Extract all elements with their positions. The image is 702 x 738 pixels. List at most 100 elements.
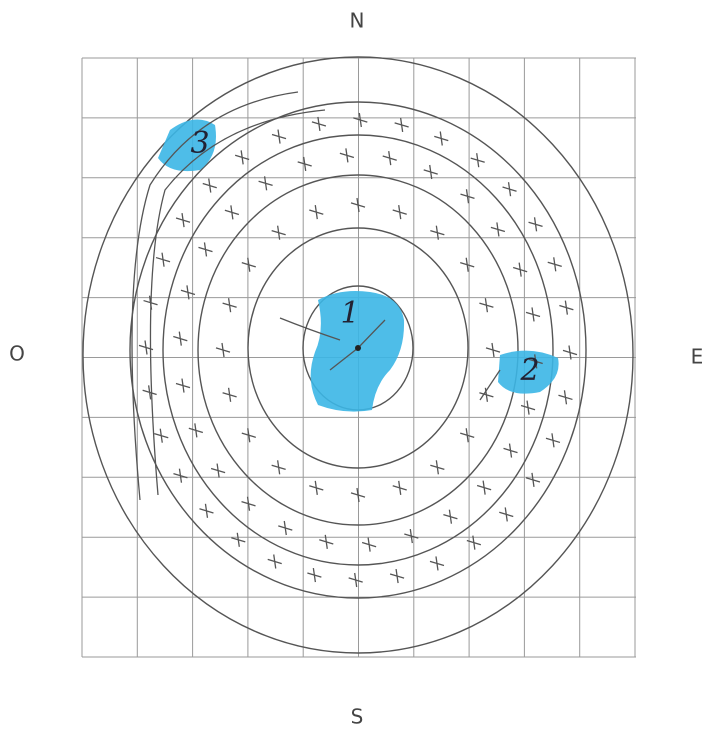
cross (499, 507, 514, 522)
cross (241, 428, 256, 443)
cross (309, 480, 324, 495)
cross (503, 443, 518, 458)
cross (271, 460, 286, 475)
cross (180, 285, 196, 300)
cross (199, 503, 214, 518)
cross (202, 178, 217, 193)
cross (234, 150, 250, 165)
cross (479, 298, 494, 313)
cross (404, 528, 419, 544)
cross (241, 257, 256, 272)
cross (173, 331, 188, 346)
cross (224, 205, 240, 220)
cross (350, 197, 366, 213)
stroke (479, 369, 501, 401)
north-label: N (350, 9, 365, 33)
cross (520, 400, 536, 415)
cross (143, 295, 158, 310)
highlights (158, 119, 559, 412)
spiral (131, 91, 501, 501)
cross (231, 532, 246, 547)
cross (307, 567, 322, 583)
center-dot (355, 345, 361, 351)
cross (392, 480, 407, 495)
ring (197, 174, 519, 526)
cross (394, 117, 409, 133)
cross (490, 222, 506, 237)
cross (512, 262, 528, 277)
cross (429, 556, 445, 571)
west-label: O (9, 342, 25, 366)
cross (353, 112, 368, 128)
stroke (149, 109, 326, 496)
cross (222, 387, 237, 402)
cross (382, 151, 397, 166)
marker-label: 2 (519, 353, 539, 388)
cross (348, 572, 363, 588)
cross (528, 217, 543, 232)
cross (460, 257, 475, 272)
cross (278, 520, 293, 536)
cross (142, 385, 157, 400)
cross (562, 345, 578, 360)
ring (129, 101, 587, 599)
cross (241, 496, 256, 511)
cross (528, 354, 543, 369)
cross (267, 554, 282, 569)
cross (155, 252, 171, 267)
cross (311, 116, 327, 132)
cross (525, 307, 541, 322)
cross (173, 468, 188, 483)
cross (434, 131, 449, 146)
highlight (158, 119, 216, 172)
stroke (131, 91, 299, 501)
cross (210, 463, 226, 478)
cross (271, 129, 287, 144)
cross (319, 534, 334, 549)
cross (423, 164, 438, 180)
cross (222, 298, 237, 313)
cross (271, 225, 286, 240)
cross (460, 428, 475, 443)
cross (558, 390, 573, 405)
cross (547, 257, 562, 272)
east-label: E (691, 345, 702, 369)
cross (545, 433, 561, 448)
cross (297, 156, 312, 172)
cross (175, 213, 191, 228)
cross (502, 182, 517, 197)
cross (525, 472, 541, 487)
cross (350, 487, 366, 503)
cross (460, 189, 475, 204)
highlight (498, 350, 559, 394)
highlight (310, 291, 405, 412)
marker-label: 1 (340, 296, 359, 331)
ring (82, 56, 634, 654)
cross (361, 537, 377, 552)
cross (138, 340, 154, 355)
crosses (138, 112, 578, 588)
cross (559, 300, 574, 315)
cross (466, 535, 482, 550)
cross (485, 342, 501, 358)
cross (175, 378, 191, 393)
cross (309, 205, 324, 220)
cross (389, 568, 405, 584)
ring (162, 134, 554, 566)
cross (215, 342, 231, 358)
cross (392, 205, 407, 220)
ring (247, 227, 469, 469)
cross (258, 176, 273, 191)
rings (82, 56, 634, 654)
cross (198, 242, 213, 257)
south-label: S (351, 705, 364, 729)
cross (430, 225, 445, 240)
cross (476, 480, 492, 495)
cross (470, 153, 485, 168)
cross (443, 509, 458, 524)
marker-label: 3 (190, 126, 209, 161)
cross (188, 423, 204, 438)
cross (339, 148, 355, 163)
cross (479, 387, 494, 402)
